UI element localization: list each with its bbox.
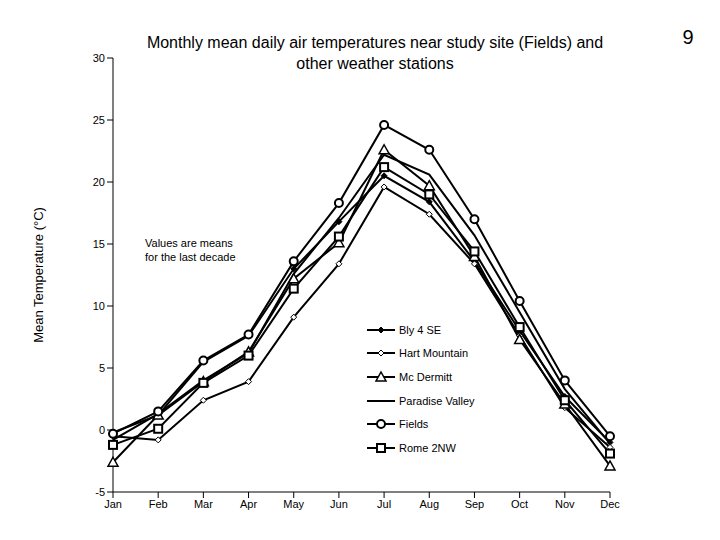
svg-text:Jun: Jun bbox=[330, 498, 348, 510]
svg-text:30: 30 bbox=[93, 52, 105, 64]
svg-text:Nov: Nov bbox=[555, 498, 575, 510]
svg-text:25: 25 bbox=[93, 114, 105, 126]
svg-text:May: May bbox=[283, 498, 304, 510]
html-text:Bly 4 SE: Bly 4 SE bbox=[399, 323, 442, 336]
svg-text:Aug: Aug bbox=[419, 498, 439, 510]
svg-text:-5: -5 bbox=[95, 486, 105, 498]
html-text:Paradise Valley: Paradise Valley bbox=[399, 394, 475, 407]
svg-text:Mar: Mar bbox=[194, 498, 213, 510]
svg-text:5: 5 bbox=[99, 362, 105, 374]
svg-text:Mean Temperature (°C): Mean Temperature (°C) bbox=[31, 207, 46, 343]
html-text:Values are means for the last: Values are means for the last decade bbox=[145, 237, 236, 263]
svg-text:Apr: Apr bbox=[240, 498, 257, 510]
svg-text:0: 0 bbox=[99, 424, 105, 436]
html-text:Rome 2NW: Rome 2NW bbox=[399, 441, 456, 454]
html-text:Hart Mountain: Hart Mountain bbox=[399, 347, 469, 360]
svg-text:Sep: Sep bbox=[465, 498, 485, 510]
html-text:9: 9 bbox=[682, 26, 694, 48]
html-text:Mc Dermitt: Mc Dermitt bbox=[399, 371, 453, 383]
svg-text:15: 15 bbox=[93, 238, 105, 250]
html-text:Monthly mean daily air tempera: Monthly mean daily air temperatures near… bbox=[146, 34, 604, 72]
html-text:Fields: Fields bbox=[399, 418, 429, 431]
svg-text:Oct: Oct bbox=[511, 498, 528, 510]
svg-text:Dec: Dec bbox=[600, 498, 620, 510]
svg-text:10: 10 bbox=[93, 300, 105, 312]
svg-text:Jan: Jan bbox=[104, 498, 122, 510]
svg-text:Jul: Jul bbox=[377, 498, 391, 510]
svg-text:20: 20 bbox=[93, 176, 105, 188]
svg-text:Feb: Feb bbox=[149, 498, 168, 510]
